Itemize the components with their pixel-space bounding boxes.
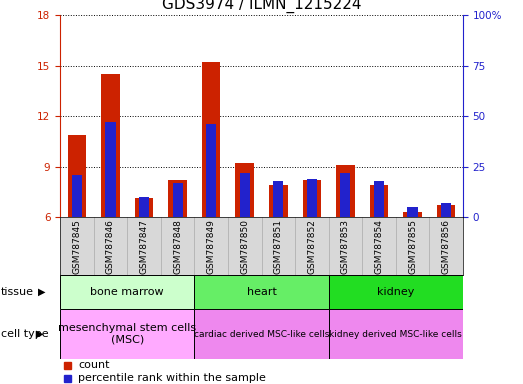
Bar: [374, 181, 384, 217]
Bar: [72, 175, 82, 217]
Text: GSM787852: GSM787852: [308, 219, 316, 273]
Text: kidney: kidney: [377, 287, 414, 297]
Bar: [303, 180, 321, 217]
Text: cardiac derived MSC-like cells: cardiac derived MSC-like cells: [194, 329, 329, 339]
Bar: [403, 212, 422, 217]
Bar: [307, 179, 317, 217]
Bar: [64, 362, 72, 369]
Title: GDS3974 / ILMN_1215224: GDS3974 / ILMN_1215224: [162, 0, 361, 13]
Text: GSM787855: GSM787855: [408, 219, 417, 274]
Text: GSM787847: GSM787847: [140, 219, 149, 273]
Text: GSM787845: GSM787845: [72, 219, 82, 273]
Bar: [240, 173, 250, 217]
Text: GSM787849: GSM787849: [207, 219, 215, 273]
Bar: [441, 203, 451, 217]
Bar: [235, 163, 254, 217]
Text: count: count: [78, 360, 110, 370]
Bar: [336, 165, 355, 217]
Text: GSM787851: GSM787851: [274, 219, 283, 274]
Bar: [437, 205, 456, 217]
Text: mesenchymal stem cells
(MSC): mesenchymal stem cells (MSC): [58, 323, 196, 345]
Text: GSM787856: GSM787856: [441, 219, 451, 274]
Bar: [269, 185, 288, 217]
Bar: [195, 275, 328, 309]
Bar: [106, 122, 116, 217]
Bar: [195, 309, 328, 359]
Text: GSM787854: GSM787854: [374, 219, 383, 273]
Bar: [370, 185, 388, 217]
Bar: [206, 124, 216, 217]
Text: bone marrow: bone marrow: [90, 287, 164, 297]
Bar: [67, 135, 86, 217]
Bar: [340, 173, 350, 217]
Text: tissue: tissue: [1, 287, 34, 297]
Text: ▶: ▶: [38, 287, 45, 297]
Text: GSM787850: GSM787850: [240, 219, 249, 274]
Text: GSM787846: GSM787846: [106, 219, 115, 273]
Bar: [273, 181, 283, 217]
Text: heart: heart: [246, 287, 277, 297]
Text: ▶: ▶: [36, 329, 43, 339]
Text: GSM787848: GSM787848: [173, 219, 182, 273]
Bar: [60, 309, 195, 359]
Bar: [101, 74, 120, 217]
Bar: [64, 374, 72, 382]
Bar: [407, 207, 417, 217]
Bar: [139, 197, 149, 217]
Text: GSM787853: GSM787853: [341, 219, 350, 274]
Text: kidney derived MSC-like cells: kidney derived MSC-like cells: [329, 329, 462, 339]
Text: cell type: cell type: [1, 329, 49, 339]
Bar: [135, 199, 153, 217]
Bar: [168, 180, 187, 217]
Text: percentile rank within the sample: percentile rank within the sample: [78, 373, 266, 383]
Bar: [328, 275, 463, 309]
Bar: [173, 183, 183, 217]
Bar: [202, 63, 220, 217]
Bar: [60, 275, 195, 309]
Bar: [328, 309, 463, 359]
